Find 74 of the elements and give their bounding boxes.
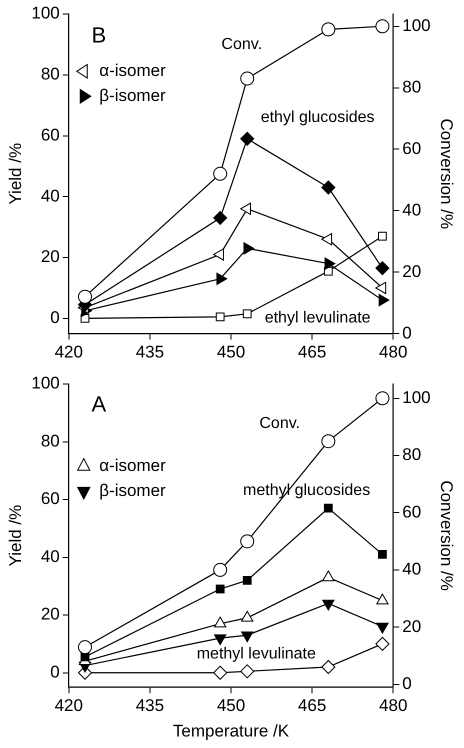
y2-tick-label: 0	[402, 323, 412, 342]
y-axis-title: Yield /%	[6, 142, 25, 205]
x-tick-label: 450	[216, 696, 246, 716]
legend-label: α-isomer	[99, 60, 166, 80]
point	[321, 434, 336, 448]
y2-tick-label: 40	[402, 560, 422, 579]
y-tick-label: 20	[40, 247, 60, 266]
y-tick-label: 80	[40, 64, 60, 84]
y2-tick-label: 60	[402, 138, 422, 158]
point	[321, 660, 336, 674]
x-axis-title: Temperature /K	[172, 721, 290, 740]
y2-tick-label: 0	[402, 674, 412, 694]
point	[213, 666, 228, 680]
y2-tick-label: 20	[402, 262, 422, 281]
point	[216, 584, 225, 594]
x-tick-label: 435	[136, 696, 164, 716]
point	[375, 391, 390, 406]
annotation: Conv.	[259, 414, 300, 432]
annotation: methyl levulinate	[196, 645, 316, 662]
point	[78, 290, 92, 304]
point	[321, 22, 336, 36]
x-tick-label: 480	[379, 342, 408, 362]
point	[375, 636, 390, 651]
y-tick-label: 60	[40, 489, 60, 508]
x-tick-label: 465	[298, 342, 326, 362]
legend-label: β-isomer	[99, 86, 166, 105]
annotation: methyl glucosides	[243, 482, 370, 500]
y2-tick-label: 80	[402, 445, 422, 464]
point	[324, 504, 333, 513]
y-tick-label: 100	[31, 374, 60, 393]
legend-label: β-isomer	[99, 480, 166, 500]
y2-tick-label: 60	[402, 502, 422, 522]
x-tick-label: 420	[54, 342, 83, 362]
y2-tick-label: 100	[402, 388, 431, 407]
y2-axis-title: Conversion /%	[437, 480, 456, 591]
point	[240, 72, 254, 86]
point	[376, 594, 389, 604]
point	[378, 550, 387, 559]
y2-tick-label: 40	[402, 200, 422, 220]
y-tick-label: 40	[40, 186, 60, 206]
point	[241, 610, 254, 622]
x-tick-label: 435	[136, 342, 164, 362]
point	[78, 640, 92, 654]
annotation: ethyl levulinate	[264, 310, 371, 327]
point	[213, 562, 228, 577]
y-tick-label: 0	[50, 662, 60, 682]
annotation: Conv.	[221, 36, 262, 53]
y2-tick-label: 100	[402, 16, 431, 35]
point	[322, 570, 334, 582]
x-tick-label: 420	[54, 696, 83, 716]
annotation: A	[91, 391, 106, 416]
y-tick-label: 40	[40, 546, 60, 566]
x-tick-label: 465	[298, 696, 326, 716]
legend-label: α-isomer	[99, 456, 166, 475]
y2-axis-title: Conversion /%	[437, 118, 456, 230]
point	[240, 534, 254, 548]
point	[242, 576, 252, 585]
point	[213, 166, 228, 181]
x-tick-label: 450	[216, 342, 246, 362]
y-axis-title: Yield /%	[6, 504, 25, 566]
y-tick-label: 100	[31, 4, 60, 23]
y-tick-label: 0	[50, 308, 60, 328]
point	[240, 664, 254, 678]
y2-tick-label: 20	[402, 616, 422, 636]
annotation: ethyl glucosides	[260, 108, 375, 126]
y-tick-label: 20	[40, 604, 60, 624]
y-tick-label: 80	[40, 431, 60, 450]
point	[80, 652, 90, 662]
y2-tick-label: 80	[402, 77, 422, 96]
point	[375, 19, 390, 34]
x-tick-label: 480	[379, 696, 408, 716]
y-tick-label: 60	[40, 125, 60, 144]
annotation: B	[91, 22, 106, 48]
point	[214, 616, 226, 628]
